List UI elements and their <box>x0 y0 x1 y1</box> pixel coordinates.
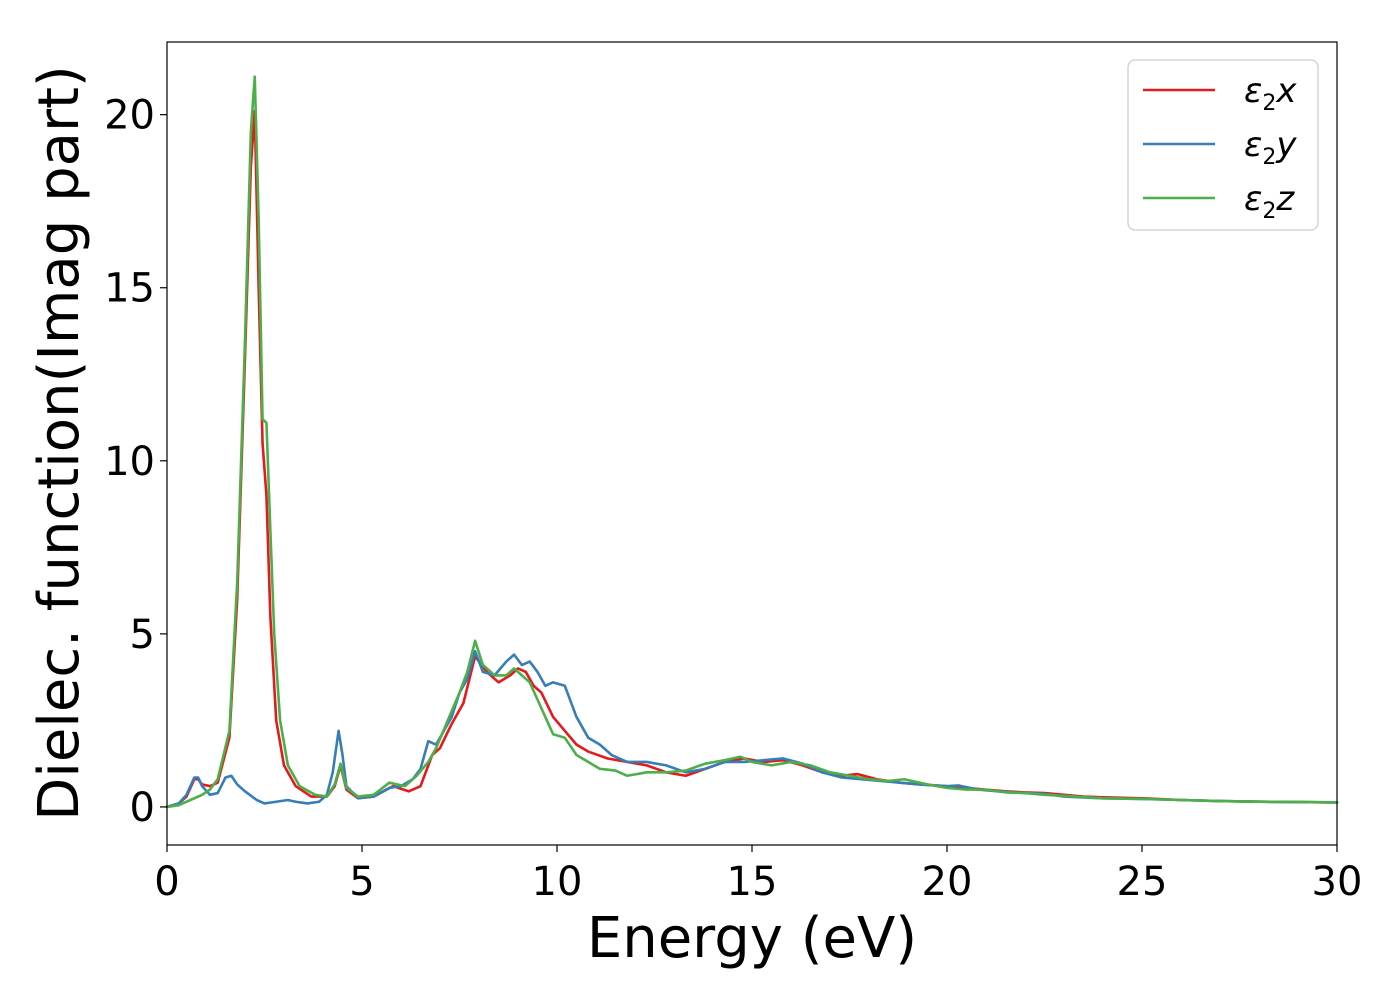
x-axis-title: Energy (eV) <box>587 906 917 971</box>
x-tick-label: 15 <box>727 859 778 905</box>
x-tick-label: 0 <box>154 859 179 905</box>
y-tick-label: 20 <box>104 93 155 139</box>
y-axis-title: Dielec. function(Imag part) <box>27 65 92 821</box>
x-tick-label: 10 <box>532 859 583 905</box>
legend-label-y: ε2y <box>1244 125 1297 170</box>
x-tick-label: 30 <box>1312 859 1363 905</box>
x-tick-label: 25 <box>1117 859 1168 905</box>
legend-box <box>1127 59 1319 231</box>
series-line-y <box>165 649 1339 809</box>
y-tick-label: 5 <box>130 612 155 658</box>
y-tick-label: 15 <box>104 266 155 312</box>
legend-label-x: ε2x <box>1244 71 1297 116</box>
legend-label-z: ε2z <box>1244 179 1295 224</box>
legend: ε2x ε2y ε2z <box>1127 59 1319 231</box>
series-layer <box>165 75 1339 809</box>
tick-layer: 0 5 10 15 20 25 30 0 5 10 15 20 <box>104 93 1362 905</box>
y-tick-label: 10 <box>104 439 155 485</box>
series-line-z <box>165 75 1339 809</box>
x-tick-label: 5 <box>349 859 374 905</box>
y-tick-label: 0 <box>130 785 155 831</box>
x-tick-label: 20 <box>922 859 973 905</box>
